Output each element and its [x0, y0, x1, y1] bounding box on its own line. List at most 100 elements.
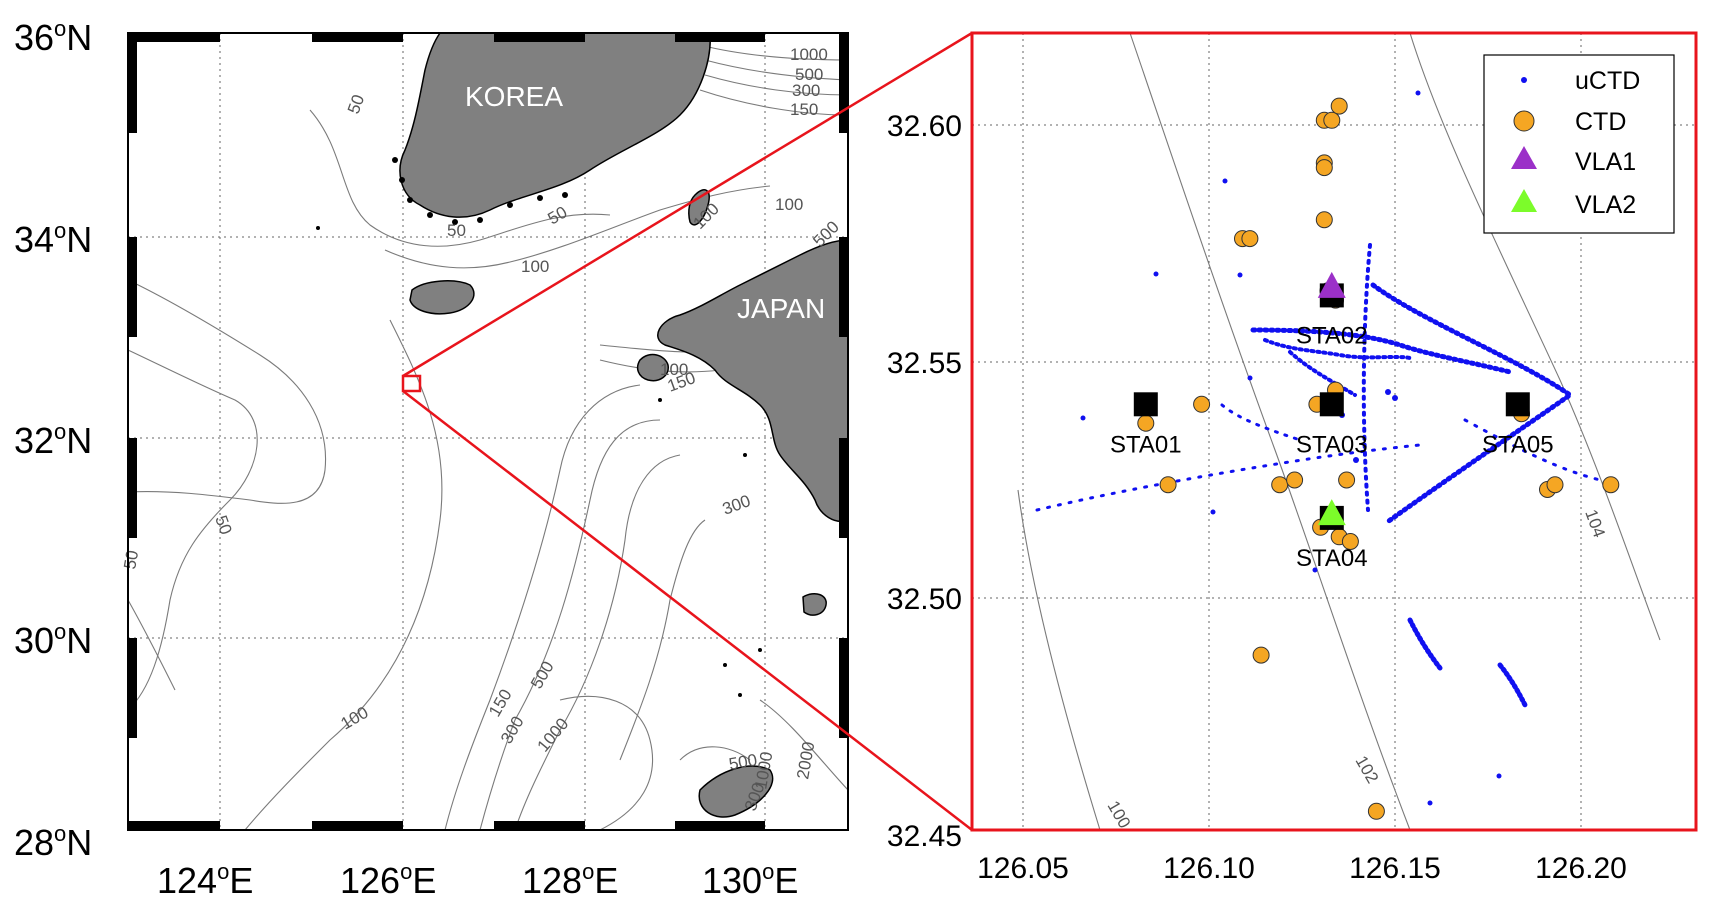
lon-label-124e: 124oE [157, 859, 253, 901]
y-tick-label: 32.60 [887, 110, 962, 143]
vla1-marker [1317, 271, 1346, 298]
contour-50-north [309, 109, 611, 247]
zoom-connector [402, 31, 973, 831]
japan-label: JAPAN [737, 293, 825, 324]
overview-map: KOREA JAPAN 1000 500 300 150 50 50 50 10… [14, 16, 849, 901]
ctd-point [1286, 471, 1304, 489]
kyushu-landmass [657, 239, 849, 522]
uctd-track-south1 [1407, 617, 1443, 671]
vla-markers [1317, 271, 1346, 526]
contour-label: 100 [775, 195, 803, 214]
y-tick-label: 32.45 [887, 820, 962, 853]
zoom-connector-bottom [402, 390, 973, 831]
contour-label: 1000 [790, 45, 828, 64]
contour-label: 50 [447, 221, 466, 240]
x-tick-label: 126.20 [1535, 852, 1627, 885]
overview-landmasses [399, 32, 849, 818]
contour-100-north [384, 185, 771, 269]
contour-label: 50 [120, 549, 142, 571]
uctd-track-mid [1220, 403, 1302, 442]
contour-label: 300 [792, 81, 820, 100]
contour-label: 500 [727, 750, 758, 774]
y-tick-label: 32.50 [887, 583, 962, 616]
zoom-connector-top [402, 31, 973, 378]
ctd-point [1315, 211, 1333, 229]
contour-102 [1129, 32, 1411, 831]
tanegashima-island [698, 765, 774, 818]
island-dot [537, 195, 543, 201]
x-tick-label: 126.10 [1163, 852, 1255, 885]
frame-segment [494, 821, 585, 830]
frame-segment [675, 33, 765, 42]
frame-segment [839, 33, 848, 133]
uctd-point [1210, 509, 1216, 515]
uctd-track-loop-west [1288, 350, 1357, 397]
contour-label: 150 [790, 100, 818, 119]
island-dot [477, 217, 483, 223]
ctd-point [1137, 414, 1155, 432]
ctd-point [1330, 97, 1348, 115]
contour-100-west [127, 279, 327, 504]
contour-label: 100 [521, 257, 549, 276]
uctd-track-main [1370, 282, 1575, 526]
station-marker [1319, 392, 1344, 417]
frame-segment [839, 237, 848, 337]
station-label: STA02 [1296, 322, 1368, 349]
island-dot [743, 453, 747, 457]
frame-segment [839, 438, 848, 538]
lon-label-128e: 128oE [522, 859, 618, 901]
ctd-point [1367, 802, 1385, 820]
station-label: STA04 [1296, 545, 1368, 572]
legend-box [1483, 54, 1675, 234]
contour-104 [1409, 32, 1661, 641]
detail-map-frame [970, 31, 1698, 832]
legend: uCTD CTD VLA1 VLA2 [1483, 54, 1675, 234]
koshiki-islands [802, 593, 827, 616]
ctd-point [1323, 111, 1341, 129]
island-dot [392, 157, 398, 163]
overview-lon-labels: 124oE 126oE 128oE 130oE [157, 859, 798, 901]
ctd-point [1546, 476, 1564, 494]
legend-uctd-label: uCTD [1575, 67, 1640, 95]
ctd-point [1159, 476, 1177, 494]
overview-frame [127, 32, 849, 831]
station-marker [1505, 392, 1530, 417]
contour-label: 100 [660, 360, 688, 379]
contour-300-ne [704, 74, 849, 96]
contour-300-central [479, 419, 661, 831]
uctd-point [1222, 178, 1228, 184]
y-tick-label: 32.55 [887, 347, 962, 380]
lat-label-36n: 36oN [14, 16, 92, 58]
detail-x-ticks: 126.05 126.10 126.15 126.20 [977, 852, 1627, 885]
contour-1000-south [559, 695, 654, 831]
uctd-point [1237, 272, 1243, 278]
ctd-point [1241, 230, 1259, 248]
frame-segment [128, 638, 137, 738]
frame-border [127, 32, 849, 831]
uctd-point [1392, 395, 1398, 401]
korea-landmass [399, 32, 711, 218]
detail-map: 104 102 100 [887, 31, 1698, 885]
legend-ctd-icon [1513, 110, 1535, 132]
legend-vla1-label: VLA1 [1575, 148, 1636, 176]
uctd-track-ne [1463, 418, 1602, 482]
island-dot [427, 212, 433, 218]
uctd-point [1153, 271, 1159, 277]
uctd-track-loop [1250, 327, 1513, 375]
x-tick-label: 126.05 [977, 852, 1069, 885]
frame-segment [312, 821, 403, 830]
island-dot [399, 177, 405, 183]
island-dot [407, 197, 413, 203]
uctd-point [1496, 773, 1502, 779]
overview-lat-labels: 36oN 34oN 32oN 30oN 28oN [14, 16, 92, 863]
x-tick-label: 126.15 [1349, 852, 1441, 885]
island-dot [452, 219, 458, 225]
uctd-point [1247, 375, 1253, 381]
contour-1000-central [619, 519, 706, 761]
contour-150-ne [699, 89, 849, 116]
uctd-point [1353, 457, 1359, 463]
ctd-point [1252, 646, 1270, 664]
island-dot [316, 226, 320, 230]
island-dot [562, 192, 568, 198]
